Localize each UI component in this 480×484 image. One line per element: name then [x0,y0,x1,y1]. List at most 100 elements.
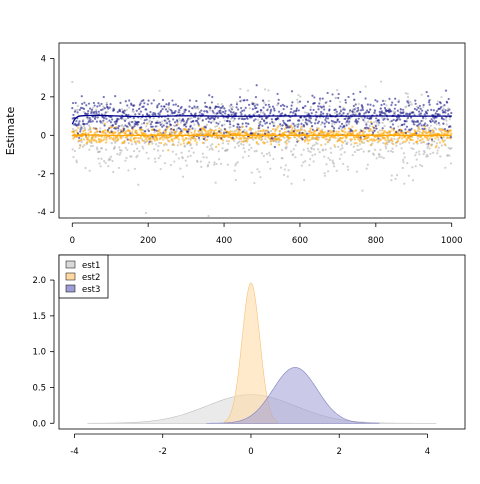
point-est1 [381,121,384,124]
point-est3 [297,123,300,126]
point-est2 [72,130,75,134]
point-est3 [380,103,383,107]
point-est1 [71,148,74,151]
point-est1 [355,170,358,173]
point-est2 [326,141,329,144]
point-est3 [241,130,245,133]
point-est3 [238,125,241,129]
point-est2 [257,130,260,133]
point-est1 [415,158,418,161]
point-est3 [237,117,240,120]
point-est3 [203,101,207,104]
point-est3 [94,127,97,130]
point-est3 [103,124,106,127]
point-est1 [257,118,260,121]
bottom-x-tick-label: 0 [248,447,253,457]
point-est3 [128,99,131,102]
point-est3 [103,117,106,120]
point-est3 [144,130,147,133]
point-est3 [439,102,442,105]
bottom-y-tick-label: 2.0 [32,276,46,286]
point-est3 [102,119,105,122]
point-est3 [142,105,145,108]
point-est1 [175,153,178,156]
bottom-x-tick-label: 4 [425,447,430,457]
point-est3 [233,117,236,120]
point-est2 [361,141,364,144]
point-est1 [152,116,155,119]
point-est2 [109,136,113,139]
point-est1 [414,154,417,157]
point-est1 [429,152,432,155]
point-est3 [292,122,295,125]
point-est1 [309,157,312,161]
point-est3 [270,118,273,121]
point-est2 [181,137,184,140]
point-est1 [104,148,108,151]
scatter-series-est3 [71,84,453,149]
point-est3 [85,104,88,107]
top-y-axis: -4 -2 0 2 4 [38,54,55,218]
point-est2 [343,127,346,130]
point-est3 [171,99,174,102]
point-est1 [169,163,173,167]
point-est1 [393,137,396,141]
point-est2 [421,137,424,141]
point-est1 [181,157,184,160]
point-est3 [246,99,249,102]
point-est1 [202,156,205,159]
point-est1 [258,170,261,173]
point-est2 [277,143,281,146]
point-est1 [397,125,400,128]
point-est3 [161,125,164,128]
point-est2 [383,130,386,133]
point-est3 [246,117,249,120]
point-est1 [373,148,377,151]
point-est1 [272,157,275,161]
point-est3 [288,119,292,122]
point-est3 [86,112,89,115]
point-est2 [273,132,276,135]
point-est2 [284,130,287,134]
point-est3 [150,102,153,105]
point-est3 [214,116,217,119]
point-est3 [221,105,225,108]
point-est3 [197,136,201,139]
point-est3 [418,104,421,108]
top-y-tick-label: 4 [41,54,46,64]
top-plot-frame [58,42,466,219]
point-est3 [338,112,341,115]
point-est3 [221,124,224,127]
point-est2 [89,130,92,133]
point-est3 [204,126,207,129]
point-est1 [207,163,210,167]
point-est1 [299,95,302,98]
point-est2 [377,140,380,143]
point-est3 [86,116,89,119]
point-est3 [342,112,345,115]
top-x-axis: 0 200 400 600 800 1000 [70,222,463,246]
point-est1 [324,143,327,146]
point-est2 [193,132,196,135]
point-est1 [403,182,406,185]
point-est1 [440,144,443,147]
point-est3 [79,128,82,131]
point-est3 [383,117,386,120]
point-est3 [265,121,269,124]
point-est3 [237,123,240,126]
point-est3 [301,131,304,134]
point-est2 [289,136,292,139]
point-est1 [353,150,357,154]
point-est1 [250,146,253,149]
point-est1 [237,144,240,147]
point-est3 [199,128,202,131]
point-est2 [179,143,182,146]
point-est1 [212,120,215,123]
point-est3 [81,102,84,105]
point-est3 [295,107,299,110]
point-est2 [83,129,86,132]
point-est3 [225,131,228,134]
point-est2 [144,132,147,135]
point-est3 [196,121,199,124]
point-est2 [114,131,117,134]
